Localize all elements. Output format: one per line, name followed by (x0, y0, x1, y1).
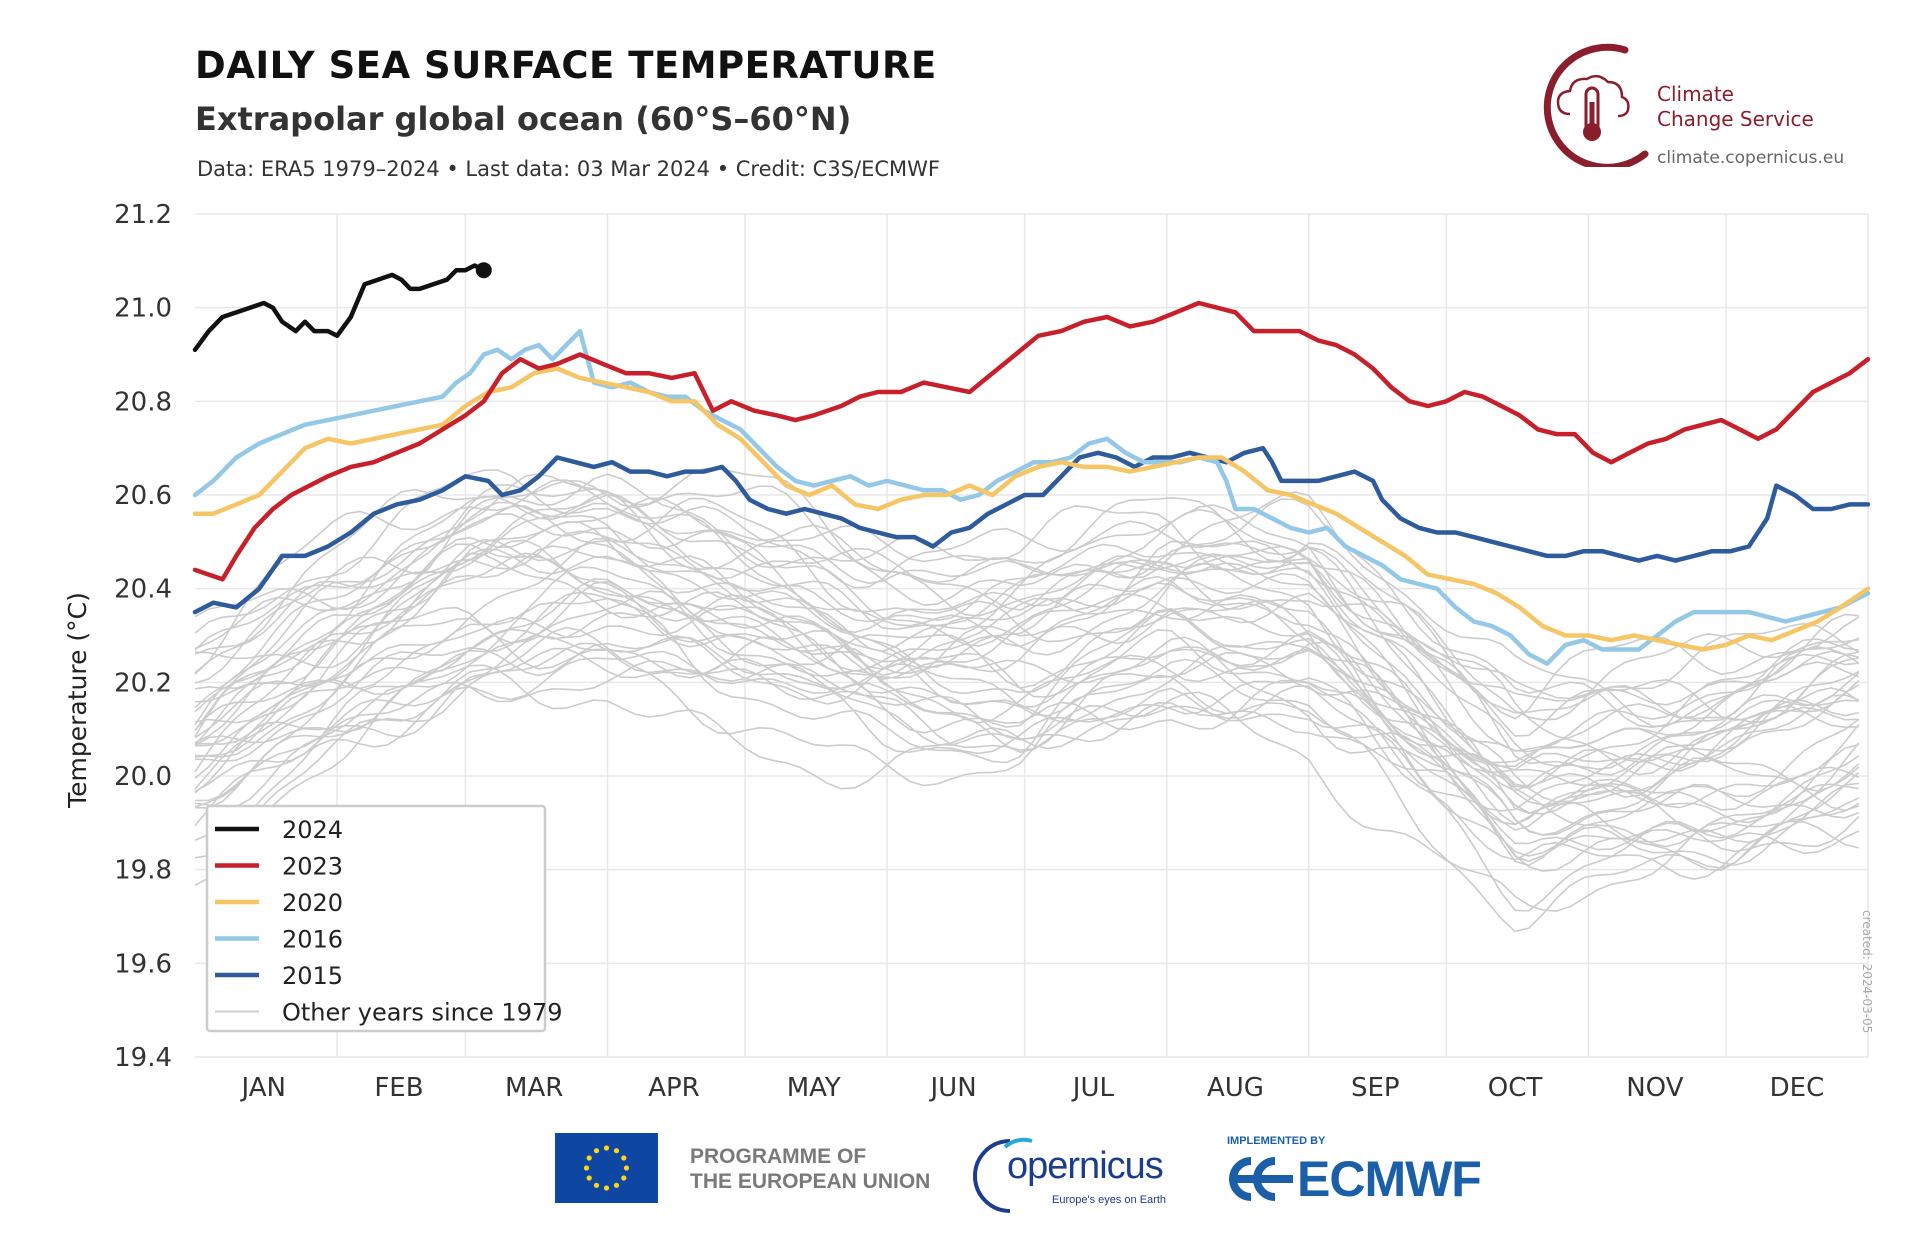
eu-line-1: PROGRAMME OF (690, 1145, 867, 1168)
other-year-line (194, 635, 1859, 881)
other-year-line (194, 642, 1860, 866)
other-year-line (194, 479, 1860, 720)
y-tick-label: 20.6 (114, 481, 172, 511)
y-axis-label: Temperature (°C) (63, 592, 92, 809)
chart-title: DAILY SEA SURFACE TEMPERATURE (195, 44, 937, 87)
other-year-line (194, 520, 1860, 789)
y-tick-label: 21.2 (114, 200, 172, 230)
month-label: JUL (1071, 1073, 1115, 1103)
y-tick-labels: 19.4 19.6 19.8 20.0 20.2 20.4 20.6 20.8 21.0 21.2 (114, 200, 172, 1073)
created-date-note: created: 2024-03-05 (1860, 910, 1874, 1034)
y-tick-label: 19.4 (114, 1043, 172, 1073)
month-label: MAY (787, 1073, 841, 1103)
other-year-line (194, 473, 1859, 721)
other-year-line (194, 580, 1860, 872)
legend-label: 2020 (282, 889, 343, 917)
series-end-marker-2024 (475, 262, 492, 279)
legend-label: Other years since 1979 (282, 999, 563, 1027)
other-year-line (194, 479, 1860, 729)
other-year-line (194, 497, 1860, 776)
eu-flag-icon (555, 1133, 658, 1203)
other-year-line (194, 545, 1860, 825)
other-year-line (194, 543, 1859, 792)
month-label: OCT (1488, 1073, 1543, 1103)
other-year-line (194, 530, 1860, 737)
other-year-line (194, 597, 1860, 833)
series-line-2015 (192, 445, 1871, 615)
month-label: APR (648, 1073, 700, 1103)
brand-line-1: Climate (1657, 82, 1734, 106)
x-tick-labels: JAN FEB MAR APR MAY JUN JUL AUG SEP OCT NOV DEC (240, 1073, 1825, 1103)
y-tick-label: 21.0 (114, 294, 172, 324)
other-year-line (194, 664, 1859, 912)
legend-label: 2023 (282, 853, 343, 881)
month-label: SEP (1351, 1073, 1400, 1103)
y-tick-label: 19.6 (114, 949, 172, 979)
c3s-brand[interactable]: Climate Change Service climate.copernicu… (1530, 42, 1890, 182)
eu-programme-text: PROGRAMME OF THE EUROPEAN UNION (690, 1144, 930, 1194)
data-source-line: Data: ERA5 1979–2024 • Last data: 03 Mar… (197, 157, 940, 181)
copernicus-tagline: Europe's eyes on Earth (1052, 1194, 1167, 1206)
other-year-line (194, 548, 1859, 803)
month-label: MAR (505, 1073, 563, 1103)
month-label: JAN (240, 1073, 286, 1103)
y-tick-label: 20.0 (114, 762, 172, 792)
y-tick-label: 20.2 (114, 668, 172, 698)
highlight-series (192, 262, 1871, 666)
y-tick-label: 20.4 (114, 575, 172, 605)
copernicus-logo-icon (973, 1137, 1033, 1213)
other-year-line (194, 539, 1860, 774)
legend-label: 2015 (282, 962, 343, 990)
legend: 2024 2023 2020 2016 2015 Other years since 19… (205, 804, 563, 1033)
footer-logos: PROGRAMME OF THE EUROPEAN UNION opernicu… (0, 1120, 1920, 1230)
month-label: DEC (1770, 1073, 1825, 1103)
other-year-line (194, 626, 1860, 933)
other-year-line (194, 501, 1859, 753)
ecmwf-wordmark: ECMWF (1297, 1151, 1482, 1207)
other-year-line (194, 497, 1859, 776)
other-year-line (194, 566, 1860, 867)
y-tick-label: 19.8 (114, 856, 172, 886)
thermometer-cloud-icon (1543, 43, 1649, 167)
month-label: AUG (1207, 1073, 1264, 1103)
series-line-2024 (192, 263, 487, 353)
other-year-line (194, 650, 1860, 863)
legend-label: 2016 (282, 926, 343, 954)
ecmwf-logo-icon (1229, 1157, 1293, 1201)
copernicus-wordmark: opernicus (1007, 1145, 1164, 1187)
other-year-line (194, 469, 1860, 700)
other-year-line (194, 591, 1859, 848)
month-label: JUN (929, 1073, 977, 1103)
series-line-2016 (192, 328, 1871, 666)
sst-line-chart: 19.4 19.6 19.8 20.0 20.2 20.4 20.6 20.8 21.0 21.2… (63, 200, 1871, 1103)
series-line-2023 (192, 300, 1871, 582)
implemented-by-label: IMPLEMENTED BY (1227, 1135, 1326, 1147)
month-label: FEB (374, 1073, 423, 1103)
other-year-line (194, 537, 1860, 806)
other-year-line (194, 467, 1859, 728)
brand-line-2: Change Service (1657, 107, 1814, 131)
other-years-lines (194, 467, 1860, 933)
other-year-line (194, 494, 1859, 752)
y-tick-label: 20.8 (114, 387, 172, 417)
legend-label: 2024 (282, 816, 343, 844)
legend-box (205, 804, 547, 1033)
month-label: NOV (1626, 1073, 1683, 1103)
other-year-line (194, 473, 1859, 768)
other-year-line (194, 552, 1860, 812)
other-year-line (194, 495, 1859, 768)
chart-subtitle: Extrapolar global ocean (60°S–60°N) (195, 100, 852, 138)
brand-url[interactable]: climate.copernicus.eu (1657, 148, 1845, 168)
series-line-2020 (192, 366, 1871, 652)
eu-line-2: THE EUROPEAN UNION (690, 1170, 931, 1193)
other-year-line (194, 513, 1860, 706)
other-year-line (194, 604, 1860, 809)
